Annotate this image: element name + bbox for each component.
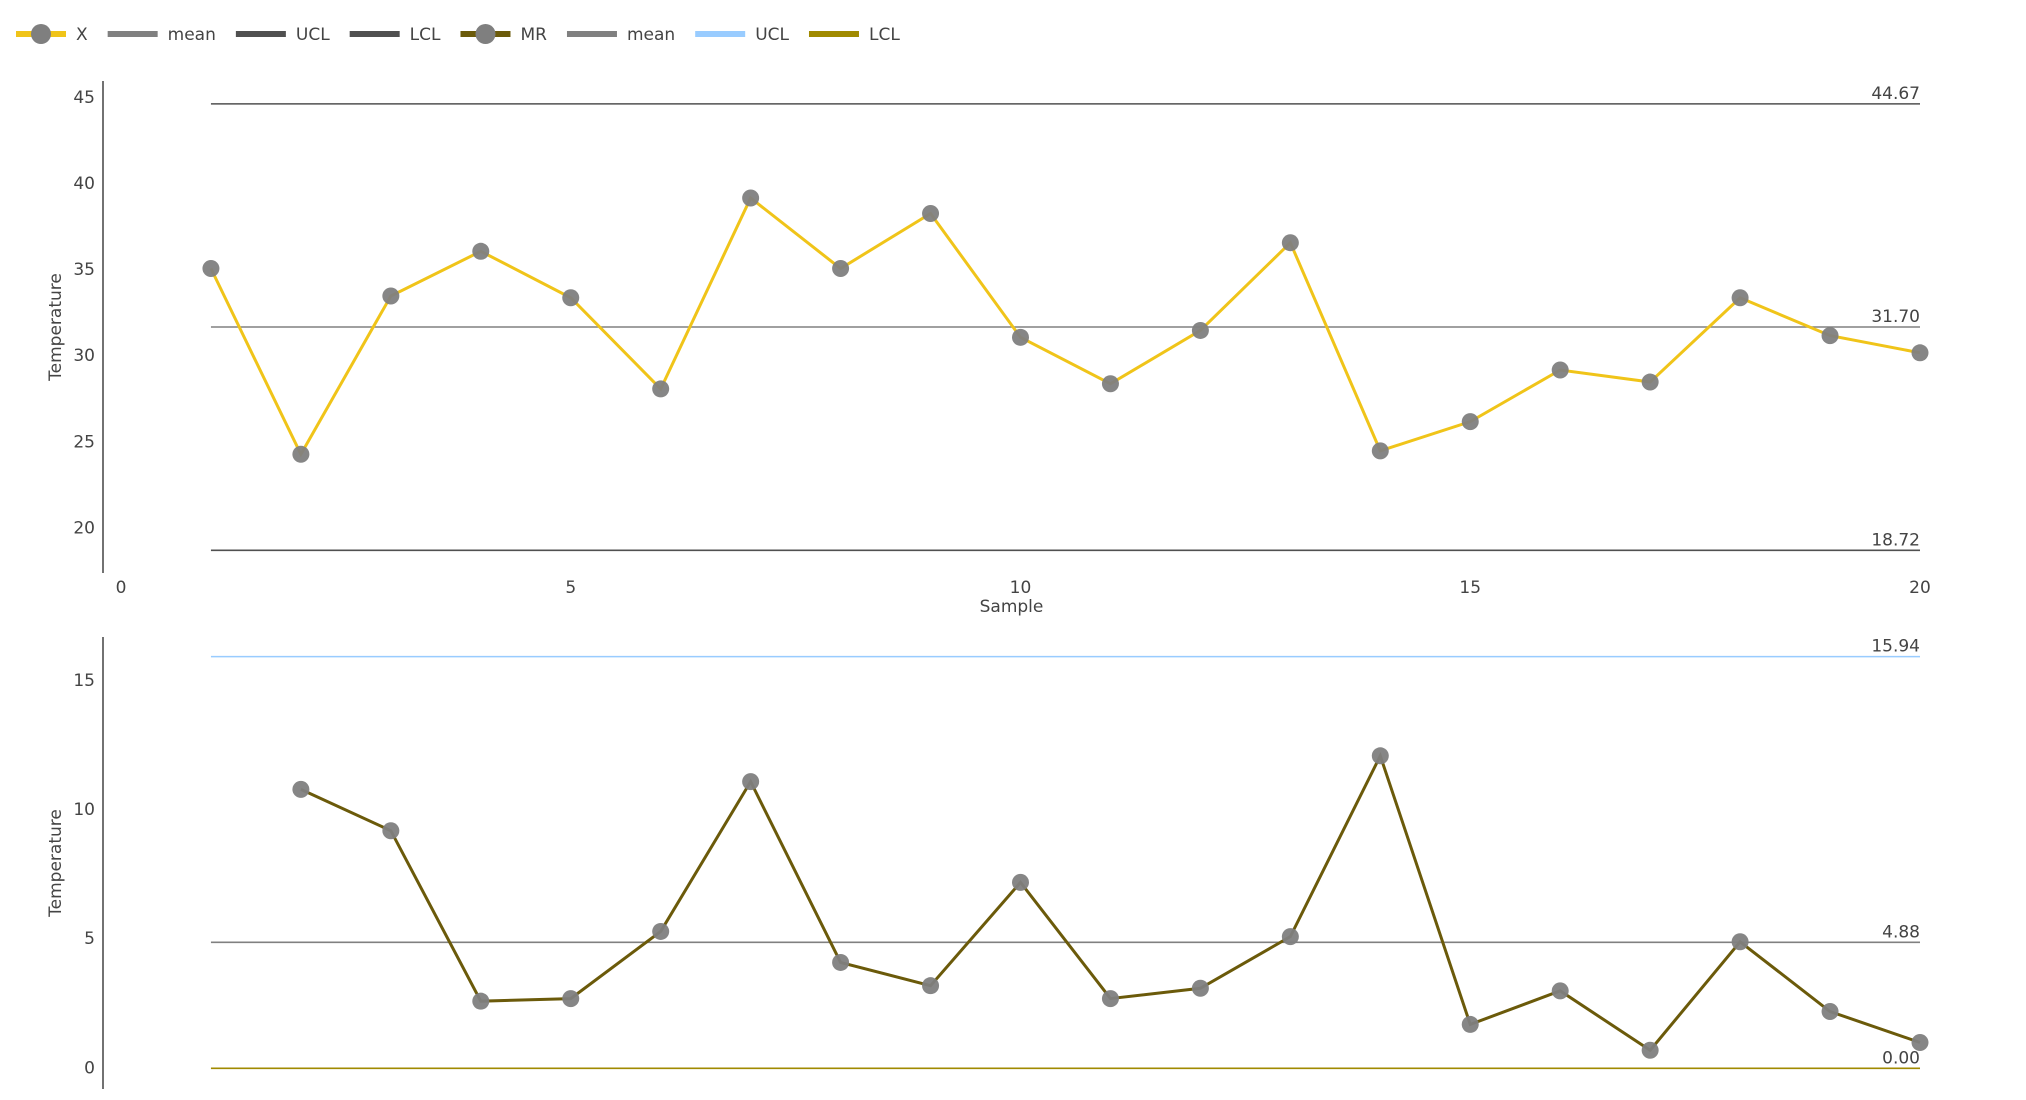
- series-line: [209, 195, 1921, 458]
- y-tick-label: 5: [84, 929, 95, 949]
- data-point: [1101, 990, 1119, 1008]
- legend-label: mean: [627, 25, 675, 45]
- data-point: [382, 287, 400, 305]
- data-point: [382, 822, 400, 840]
- y-tick-label: 10: [73, 800, 95, 820]
- data-point: [1371, 747, 1389, 765]
- data-point: [1641, 1041, 1659, 1059]
- data-point: [922, 204, 940, 222]
- data-point: [1551, 982, 1569, 1000]
- control-label: 18.72: [1871, 530, 1920, 550]
- data-point: [652, 380, 670, 398]
- data-point: [472, 242, 490, 260]
- legend-label: MR: [520, 25, 547, 45]
- x-tick-label: 5: [565, 578, 576, 598]
- data-point: [1551, 361, 1569, 379]
- x-axis-label: Sample: [980, 597, 1044, 617]
- data-point: [832, 260, 850, 278]
- data-point: [202, 260, 220, 278]
- data-point: [1461, 413, 1479, 431]
- data-point: [742, 773, 760, 791]
- y-tick-label: 25: [73, 432, 95, 452]
- data-point: [1731, 289, 1749, 307]
- control-label: 0.00: [1882, 1048, 1920, 1068]
- data-point: [1911, 344, 1929, 362]
- x-tick-label: 0: [116, 578, 127, 598]
- control-label: 4.88: [1882, 922, 1920, 942]
- legend-label: UCL: [755, 25, 789, 45]
- data-point: [742, 189, 760, 207]
- data-point: [922, 977, 940, 995]
- legend-label: X: [76, 25, 88, 45]
- y-tick-label: 35: [73, 260, 95, 280]
- data-point: [832, 953, 850, 971]
- data-point: [1821, 327, 1839, 345]
- data-point: [1011, 328, 1029, 346]
- data-point: [1911, 1034, 1929, 1052]
- control-label: 44.67: [1871, 84, 1920, 104]
- control-label: 31.70: [1871, 307, 1920, 327]
- data-point: [1641, 373, 1659, 391]
- y-tick-label: 0: [84, 1058, 95, 1078]
- y-tick-label: 20: [73, 518, 95, 538]
- y-tick-label: 15: [73, 671, 95, 691]
- data-point: [562, 990, 580, 1008]
- data-point: [1191, 979, 1209, 997]
- x-tick-label: 10: [1010, 578, 1032, 598]
- y-axis-label: Temperature: [46, 809, 66, 918]
- legend-label: LCL: [869, 25, 900, 45]
- data-point: [1281, 234, 1299, 252]
- data-point: [562, 289, 580, 307]
- legend-marker: [475, 24, 496, 44]
- y-tick-label: 45: [73, 88, 95, 108]
- y-axis-label: Temperature: [46, 273, 66, 382]
- data-point: [1281, 928, 1299, 946]
- data-point: [1821, 1003, 1839, 1021]
- data-point: [472, 992, 490, 1010]
- x-tick-label: 20: [1909, 578, 1931, 598]
- data-point: [1461, 1015, 1479, 1033]
- data-point: [292, 780, 310, 798]
- control-label: 15.94: [1871, 637, 1920, 657]
- data-point: [1101, 375, 1119, 393]
- data-point: [1011, 873, 1029, 891]
- data-point: [292, 445, 310, 463]
- y-tick-label: 40: [73, 174, 95, 194]
- data-point: [1731, 933, 1749, 951]
- legend-label: mean: [168, 25, 216, 45]
- legend-label: UCL: [296, 25, 330, 45]
- legend-marker: [31, 24, 51, 44]
- data-point: [652, 922, 670, 940]
- x-tick-label: 15: [1459, 578, 1481, 598]
- data-point: [1191, 321, 1209, 339]
- legend-label: LCL: [410, 25, 441, 45]
- y-tick-label: 30: [73, 346, 95, 366]
- data-point: [1371, 442, 1389, 460]
